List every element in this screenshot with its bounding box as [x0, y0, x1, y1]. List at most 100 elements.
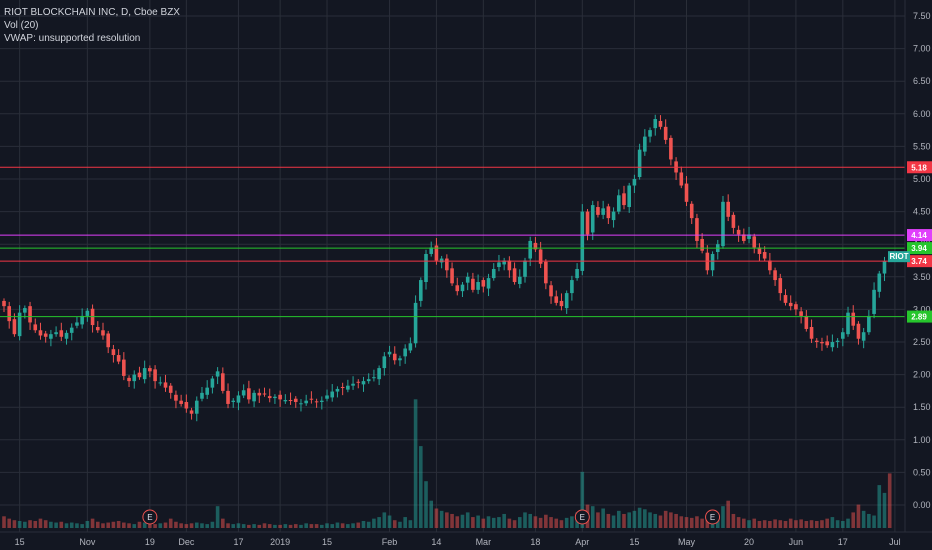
- volume-bar: [486, 516, 491, 528]
- candle-body: [356, 381, 361, 383]
- volume-bar: [309, 524, 314, 528]
- volume-bar: [267, 524, 272, 528]
- volume-bar: [38, 518, 43, 528]
- candle-body: [611, 211, 616, 221]
- grid-lines: [0, 0, 905, 532]
- volume-bar: [445, 512, 449, 528]
- candle-body: [590, 205, 595, 233]
- volume-bar: [653, 513, 658, 528]
- candle-body: [585, 211, 590, 235]
- volume-bar: [460, 514, 465, 528]
- candle-body: [148, 368, 152, 372]
- volume-bar: [491, 517, 496, 528]
- candle-body: [314, 401, 319, 403]
- volume-bar: [867, 513, 871, 528]
- volume-bar: [856, 504, 861, 528]
- volume-bar: [637, 507, 642, 528]
- candle-body: [38, 330, 43, 336]
- candle-body: [179, 400, 183, 404]
- volume-bar: [809, 520, 814, 528]
- volume-bar: [314, 524, 319, 528]
- volume-bar: [590, 506, 595, 528]
- price-tags: 5.18 4.14 3.94 3.74 2.89 RIOT: [888, 161, 932, 323]
- candle-body: [241, 390, 246, 396]
- candle-body: [163, 382, 168, 388]
- candle-body: [778, 278, 783, 294]
- candle-body: [127, 377, 131, 382]
- candle-body: [424, 253, 428, 283]
- volume-bar: [825, 518, 829, 528]
- candle-body: [606, 206, 611, 219]
- candle-body: [658, 120, 663, 127]
- volume-bar: [570, 516, 574, 528]
- volume-bar: [12, 520, 17, 528]
- candle-body: [523, 260, 527, 277]
- candle-body: [491, 268, 496, 279]
- y-tick-label: 7.50: [913, 11, 931, 21]
- volume-bar: [747, 520, 751, 528]
- candle-body: [502, 260, 506, 265]
- volume-bar: [538, 517, 543, 528]
- candle-body: [663, 126, 668, 140]
- y-tick-label: 6.50: [913, 76, 931, 86]
- volume-bar: [101, 523, 105, 528]
- candle-body: [205, 387, 209, 395]
- candle-body: [814, 340, 819, 342]
- candle-body: [111, 349, 116, 356]
- current-price-tag-label: RIOT: [889, 252, 908, 261]
- volume-bar: [262, 523, 267, 528]
- candle-body: [403, 348, 407, 357]
- volume-bar: [705, 517, 710, 528]
- vwap-indicator-label[interactable]: VWAP: unsupported resolution: [4, 33, 141, 44]
- volume-bar: [49, 521, 53, 528]
- volume-bar: [611, 515, 616, 528]
- volume-bar: [835, 520, 840, 528]
- candle-body: [64, 332, 69, 339]
- price-level-tag: [907, 310, 932, 323]
- volume-bar: [502, 513, 506, 528]
- volume-bar: [194, 522, 199, 528]
- x-tick-label: 15: [15, 537, 25, 547]
- x-tick-label: 17: [233, 537, 243, 547]
- y-tick-label: 1.50: [913, 402, 931, 412]
- candle-body: [471, 278, 475, 290]
- candle-body: [851, 312, 856, 326]
- price-level-tag-label: 3.74: [911, 257, 927, 266]
- candle-body: [189, 410, 194, 414]
- volume-bar: [632, 510, 637, 528]
- volume-bar: [455, 516, 460, 528]
- volume-bar: [215, 506, 220, 528]
- volume-bar: [23, 521, 27, 528]
- symbol-title[interactable]: RIOT BLOCKCHAIN INC, D, Cboe BZX: [4, 7, 180, 18]
- volume-bar: [17, 520, 22, 528]
- volume-bar: [346, 524, 350, 528]
- volume-bar: [54, 522, 58, 528]
- candle-body: [544, 261, 548, 284]
- x-tick-label: Apr: [575, 537, 589, 547]
- candle-body: [669, 137, 673, 160]
- volume-bar: [361, 520, 366, 528]
- x-tick-label: Nov: [79, 537, 96, 547]
- volume-bar: [257, 524, 262, 528]
- volume-bar: [887, 473, 892, 528]
- candle-body: [106, 333, 110, 348]
- candle-body: [49, 334, 53, 339]
- candle-body: [512, 268, 517, 283]
- volume-bar: [221, 518, 225, 528]
- candle-body: [17, 312, 22, 337]
- volume-bar: [841, 520, 845, 528]
- volume-bar: [116, 520, 121, 528]
- volume-bar: [252, 524, 256, 528]
- volume-indicator-label[interactable]: Vol (20): [4, 20, 39, 31]
- volume-bar: [320, 524, 324, 528]
- volume-bar: [804, 520, 809, 528]
- candle-body: [648, 130, 652, 137]
- volume-bar: [861, 510, 866, 528]
- volume-bar: [137, 521, 142, 528]
- candle-body: [273, 396, 277, 399]
- candle-body: [726, 201, 730, 217]
- candle-body: [221, 373, 225, 391]
- candle-body: [43, 333, 48, 337]
- candle-body: [330, 391, 335, 398]
